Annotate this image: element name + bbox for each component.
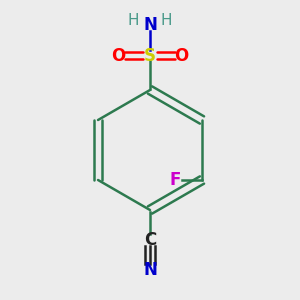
Text: H: H bbox=[128, 13, 139, 28]
Text: O: O bbox=[174, 46, 189, 64]
Text: H: H bbox=[161, 13, 172, 28]
Text: N: N bbox=[143, 16, 157, 34]
Text: N: N bbox=[143, 261, 157, 279]
Text: C: C bbox=[144, 231, 156, 249]
Text: F: F bbox=[169, 171, 181, 189]
Text: O: O bbox=[111, 46, 126, 64]
Text: S: S bbox=[144, 46, 156, 64]
